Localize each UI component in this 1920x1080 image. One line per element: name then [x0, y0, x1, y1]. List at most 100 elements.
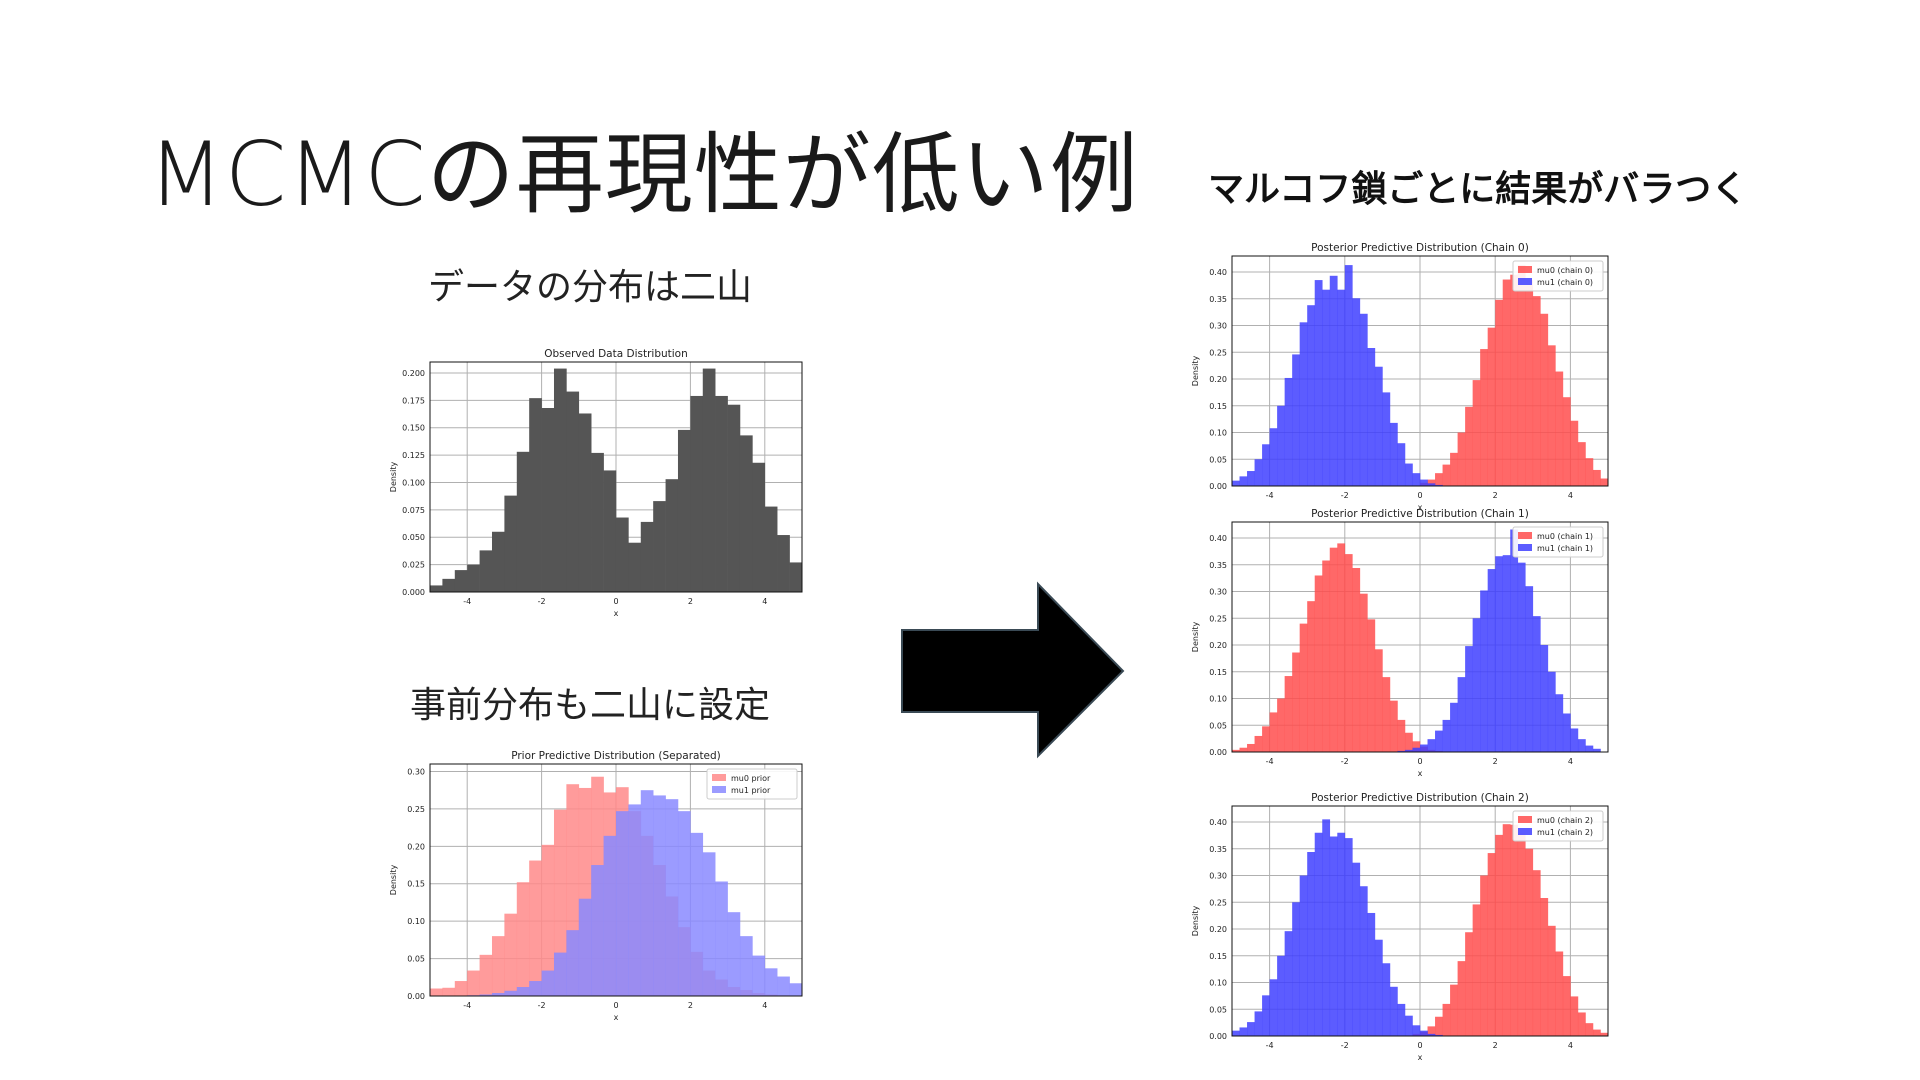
histogram-bar — [1577, 1012, 1586, 1036]
legend-label: mu0 (chain 2) — [1537, 816, 1593, 825]
histogram-bar — [1495, 834, 1504, 1036]
x-tick-label: -4 — [1266, 1041, 1274, 1050]
histogram-bar — [1427, 1033, 1436, 1036]
y-tick-label: 0.05 — [1209, 721, 1227, 730]
histogram-bar — [516, 882, 530, 996]
y-tick-label: 0.05 — [407, 955, 425, 964]
histogram-bar — [1247, 743, 1255, 752]
histogram-bar — [1532, 870, 1541, 1036]
histogram-bar — [1307, 305, 1316, 486]
histogram-bar — [504, 495, 518, 592]
histogram-bar — [1262, 995, 1270, 1036]
histogram-bar — [1465, 646, 1473, 752]
histogram-bar — [1450, 702, 1458, 752]
histogram-bar — [1397, 719, 1406, 752]
histogram-bar — [1555, 951, 1564, 1036]
histogram-bar — [1600, 1032, 1609, 1036]
x-tick-label: 4 — [1568, 1041, 1573, 1050]
histogram-bar — [715, 881, 728, 996]
histogram-bar — [430, 988, 443, 996]
legend-label: mu0 (chain 1) — [1537, 532, 1593, 541]
y-tick-label: 0.30 — [1209, 322, 1227, 331]
chart-title: Posterior Predictive Distribution (Chain… — [1311, 508, 1529, 520]
histogram-bar — [1254, 459, 1263, 486]
observed-chart: Observed Data Distribution -4 -2 0 2 4 0.000 0.… — [389, 348, 803, 618]
slide-title: MCMCの再現性が低い例 — [148, 123, 1139, 226]
histogram-bar — [1577, 442, 1586, 486]
x-tick-label: 2 — [688, 1001, 693, 1010]
histogram-bar — [1420, 479, 1428, 486]
chart-title: Posterior Predictive Distribution (Chain… — [1311, 242, 1529, 254]
legend-swatch — [712, 786, 726, 793]
histogram-bar — [1404, 1015, 1413, 1036]
histogram-bar — [1480, 875, 1488, 1036]
legend-box — [1512, 810, 1604, 842]
histogram-bar — [1570, 728, 1579, 752]
histogram-bar — [690, 395, 704, 592]
histogram-bar — [1562, 713, 1571, 752]
histogram-bar — [1495, 299, 1504, 486]
histogram-bar — [764, 506, 778, 592]
histogram-bar — [1367, 348, 1376, 486]
histogram-bar — [578, 413, 592, 592]
histogram-bar — [1502, 279, 1511, 486]
y-tick-label: 0.15 — [1209, 668, 1227, 677]
x-tick-label: -4 — [463, 597, 471, 606]
x-tick-label: 2 — [1493, 1041, 1498, 1050]
histogram-bar — [516, 987, 530, 996]
histogram-bar — [491, 993, 505, 996]
x-tick-label: 0 — [613, 597, 618, 606]
histogram-bar — [1480, 590, 1488, 752]
histogram-bar — [1487, 853, 1496, 1036]
histogram-bar — [1592, 1029, 1601, 1036]
histogram-bar — [591, 452, 604, 592]
histogram-bar — [1299, 623, 1308, 752]
histogram-bar — [690, 832, 704, 996]
histogram-bar — [1562, 976, 1571, 1036]
histogram-bar — [442, 987, 456, 996]
histogram-bar — [1397, 443, 1406, 486]
histogram-bar — [1307, 852, 1316, 1036]
y-axis-label: Density — [1191, 906, 1200, 937]
histogram-bar — [1562, 397, 1571, 486]
legend-label: mu1 prior — [731, 786, 771, 795]
histogram-bar — [1277, 698, 1285, 752]
plot-frame — [429, 361, 803, 593]
y-tick-label: 0.30 — [1209, 588, 1227, 597]
prior-chart: Prior Predictive Distribution (Separated… — [389, 750, 803, 1022]
legend-swatch — [1518, 266, 1532, 273]
histogram-bar — [1495, 556, 1504, 752]
histogram-bar — [1344, 265, 1353, 486]
histogram-bar — [1487, 569, 1496, 752]
histogram-bar — [1412, 741, 1421, 752]
x-axis-label: x — [1418, 1053, 1423, 1062]
histogram-bar — [603, 835, 617, 996]
histogram-bar — [1465, 932, 1473, 1036]
x-axis-label: x — [1418, 769, 1423, 778]
y-tick-label: 0.00 — [1209, 748, 1227, 757]
x-tick-label: -2 — [538, 1001, 546, 1010]
histogram-bar — [1329, 836, 1338, 1036]
y-tick-label: 0.15 — [1209, 952, 1227, 961]
histogram-bar — [665, 479, 679, 592]
x-tick-label: 4 — [1568, 757, 1573, 766]
y-axis-label: Density — [1191, 622, 1200, 653]
histogram-bar — [1277, 405, 1285, 486]
histogram-bar — [1299, 875, 1308, 1036]
histogram-bar — [529, 398, 542, 592]
histogram-bar — [1435, 1034, 1443, 1036]
legend-box — [1512, 526, 1604, 558]
histogram-bar — [1480, 349, 1488, 486]
x-tick-label: 0 — [613, 1001, 618, 1010]
histogram-bar — [1525, 280, 1534, 486]
x-tick-label: 4 — [762, 1001, 767, 1010]
histogram-bar — [1322, 289, 1331, 486]
histogram-bar — [1412, 747, 1421, 752]
histogram-bar — [1540, 898, 1549, 1036]
histogram-bar — [1404, 749, 1413, 752]
histogram-bar — [1374, 939, 1383, 1036]
histogram-bar — [1442, 1003, 1451, 1036]
histogram-bar — [1307, 601, 1316, 752]
histogram-bar — [529, 981, 542, 996]
histogram-bar — [1292, 354, 1300, 486]
